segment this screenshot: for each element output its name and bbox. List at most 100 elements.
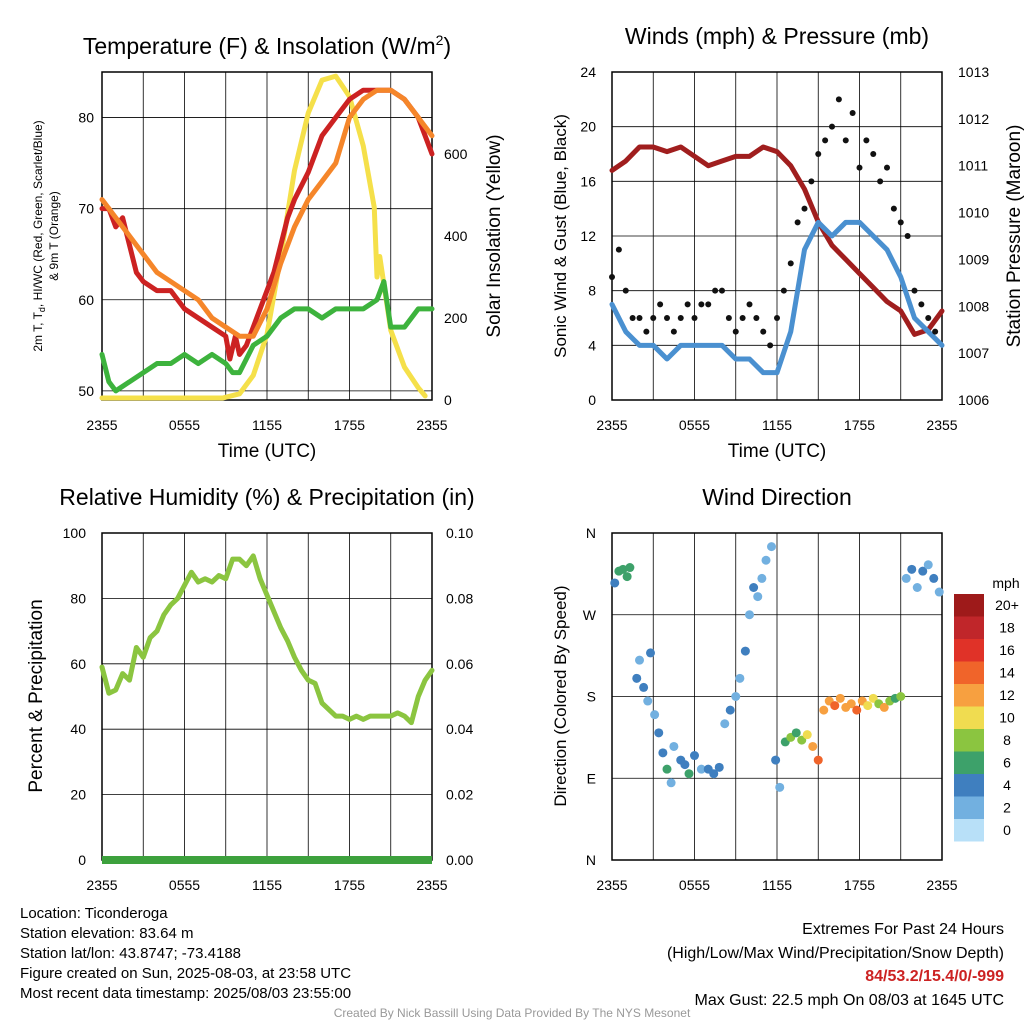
direction-point: [929, 573, 939, 583]
gust-point: [643, 328, 650, 335]
gust-point: [629, 315, 636, 321]
direction-point: [923, 560, 933, 570]
y2-tick-label: 400: [444, 228, 468, 244]
y-tick-label: 20: [70, 787, 86, 803]
colorbar-swatch: [954, 819, 984, 842]
direction-point: [757, 573, 767, 583]
colorbar-label: 18: [999, 620, 1015, 636]
x-axis-label: Time (UTC): [218, 441, 317, 462]
colorbar-label: 0: [1003, 822, 1011, 838]
x-tick-label: 1155: [762, 417, 792, 433]
chart-title: Relative Humidity (%) & Precipitation (i…: [59, 484, 474, 510]
gust-point: [705, 301, 712, 308]
location-text: Location: Ticonderoga: [20, 905, 168, 922]
colorbar-swatch: [954, 661, 984, 684]
gust-point: [904, 233, 911, 239]
direction-point: [635, 655, 644, 665]
gust-point: [822, 137, 829, 144]
gust-point: [712, 287, 719, 294]
y-axis-label: Percent & Precipitation: [26, 599, 47, 792]
direction-point: [696, 764, 706, 774]
direction-point: [753, 592, 763, 602]
direction-point: [918, 566, 928, 576]
series-line: [609, 219, 945, 376]
direction-point: [714, 762, 724, 772]
direction-point: [749, 583, 759, 592]
colorbar-label: 14: [999, 665, 1015, 681]
gust-point: [760, 328, 767, 335]
colorbar-label: 2: [1003, 800, 1011, 816]
colorbar-label: 8: [1003, 732, 1011, 748]
y2-tick-label: 1009: [958, 251, 989, 267]
gust-point: [794, 219, 801, 226]
y-tick-label: 80: [70, 590, 86, 606]
direction-point: [791, 728, 801, 738]
y2-tick-label: 0.10: [446, 525, 473, 541]
colorbar-label: 10: [999, 710, 1015, 726]
y-tick-label: 100: [63, 525, 87, 541]
x-tick-label: 1755: [844, 417, 875, 433]
x-tick-label: 2355: [596, 877, 627, 893]
gust-point: [739, 315, 746, 321]
y2-tick-label: 0.06: [446, 656, 473, 672]
direction-point: [639, 682, 649, 692]
chart-title: Temperature (F) & Insolation (W/m2): [83, 32, 451, 59]
y-axis-label-2: & 9m T (Orange): [47, 191, 61, 281]
gust-point: [677, 315, 684, 321]
direction-point: [896, 692, 906, 701]
colorbar-swatch: [954, 729, 984, 752]
y2-tick-label: 0: [444, 392, 452, 408]
gust-point: [746, 301, 753, 308]
direction-point: [646, 648, 655, 658]
gust-point: [691, 315, 698, 321]
gust-point: [801, 205, 808, 212]
direction-point: [666, 778, 676, 788]
x-tick-label: 0555: [169, 417, 200, 433]
colorbar-label: 20+: [995, 597, 1019, 613]
station-info: Location: Ticonderoga Station elevation:…: [20, 904, 351, 1004]
direction-point: [802, 730, 812, 740]
y-tick-label: N: [586, 852, 596, 868]
extremes-legend: (High/Low/Max Wind/Precipitation/Snow De…: [666, 944, 1004, 962]
gust-point: [787, 260, 794, 267]
direction-point: [622, 572, 632, 582]
series-line: [99, 553, 435, 726]
direction-point: [731, 692, 741, 701]
colorbar-swatch: [954, 616, 984, 639]
direction-point: [846, 699, 856, 709]
gust-point: [911, 287, 918, 294]
x-tick-label: 1755: [844, 877, 875, 893]
gust-point: [636, 315, 643, 321]
x-tick-label: 1155: [252, 877, 282, 893]
y-tick-label: E: [587, 770, 596, 786]
x-tick-label: 2355: [86, 877, 117, 893]
gust-point: [863, 137, 870, 144]
y-tick-label: 24: [580, 64, 596, 80]
x-tick-label: 2355: [926, 417, 957, 433]
x-tick-label: 0555: [679, 417, 710, 433]
direction-point: [771, 755, 781, 765]
colorbar-swatch: [954, 594, 984, 617]
series-line: [99, 73, 428, 401]
gust-point: [774, 315, 780, 321]
created-text: Figure created on Sun, 2025-08-03, at 23…: [20, 965, 352, 982]
direction-point: [632, 673, 642, 683]
direction-point: [879, 702, 889, 712]
x-tick-label: 1755: [334, 417, 365, 433]
y-tick-label: 60: [70, 656, 86, 672]
x-tick-label: 1155: [762, 877, 792, 893]
gust-point: [835, 96, 842, 103]
gust-point: [622, 287, 629, 294]
latlon-text: Station lat/lon: 43.8747; -73.4188: [20, 945, 242, 962]
direction-point: [618, 564, 628, 574]
y-tick-label: 16: [580, 173, 596, 189]
direction-point: [720, 719, 730, 729]
colorbar-label: 4: [1003, 777, 1011, 793]
y2-tick-label: 0.08: [446, 590, 473, 606]
y2-tick-label: 1006: [958, 392, 989, 408]
direction-point: [863, 701, 873, 711]
y-tick-label: 60: [78, 292, 94, 308]
gust-point: [877, 178, 884, 185]
chart-title: Winds (mph) & Pressure (mb): [625, 23, 929, 49]
